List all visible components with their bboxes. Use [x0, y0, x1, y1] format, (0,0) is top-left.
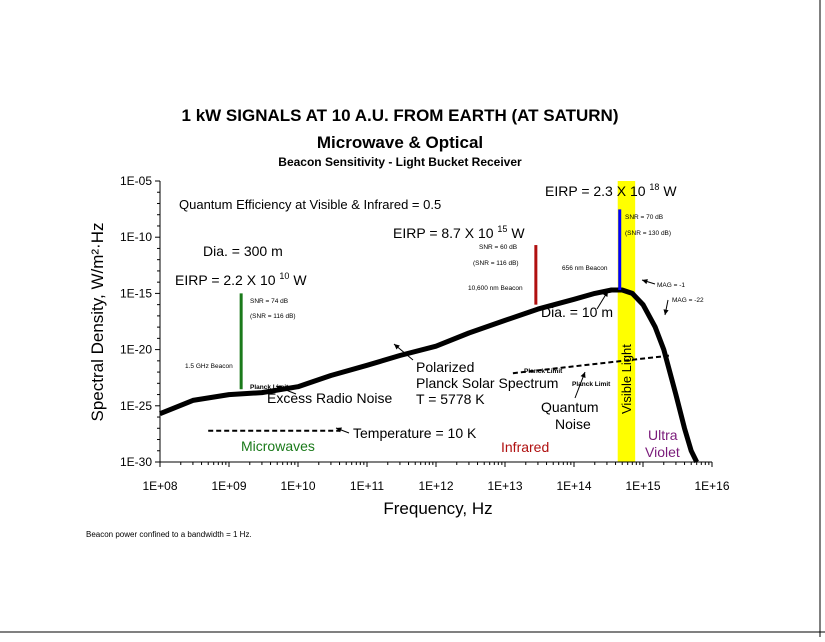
ultra-label: Ultra	[648, 427, 678, 443]
x-tick-label: 1E+10	[280, 479, 315, 493]
quantum-noise-label-1: Quantum	[541, 399, 599, 415]
polarized-label: Polarized	[416, 359, 474, 375]
y-tick-label: 1E-05	[120, 174, 152, 188]
dia-300-label: Dia. = 300 m	[203, 243, 283, 259]
x-tick-label: 1E+08	[142, 479, 177, 493]
eirp-label-2: EIRP = 8.7 X 10 15 W	[393, 224, 525, 241]
beacon-label-1: 1.5 GHz Beacon	[185, 363, 233, 370]
arrow-excess-radio-head	[276, 385, 282, 391]
temperature-t-label: T = 5778 K	[416, 391, 485, 407]
snr2-label-2: (SNR = 116 dB)	[473, 260, 519, 267]
x-axis-label: Frequency, Hz	[383, 499, 492, 518]
violet-label: Violet	[645, 444, 680, 460]
y-tick-label: 1E-15	[120, 286, 152, 300]
y-tick-label: 1E-10	[120, 230, 152, 244]
infrared-label: Infrared	[501, 439, 549, 455]
arrow-polarized-head	[394, 344, 400, 350]
planck-limit-label-3: Planck Limit	[572, 381, 611, 388]
footnote: Beacon power confined to a bandwidth = 1…	[86, 530, 252, 539]
x-tick-label: 1E+14	[556, 479, 591, 493]
plot-area: 1E+08 1E+09 1E+10 1E+11 1E+12 1E+13 1E+14 1E+15…	[120, 174, 730, 493]
quantum-efficiency-label: Quantum Efficiency at Visible & Infrared…	[179, 197, 441, 212]
x-tick-label: 1E+12	[418, 479, 453, 493]
planck-solar-spectrum-label: Planck Solar Spectrum	[416, 375, 558, 391]
y-axis-label: Spectral Density, W/m²·Hz	[88, 223, 107, 422]
chart-subsubtitle: Beacon Sensitivity - Light Bucket Receiv…	[278, 155, 522, 169]
x-tick-label: 1E+16	[694, 479, 729, 493]
microwaves-label: Microwaves	[241, 438, 315, 454]
arrow-mag-1-head	[642, 279, 648, 285]
planck-limit-label-1: Planck Limit	[250, 384, 289, 391]
arrow-dia-10-head	[603, 291, 608, 297]
eirp-label-1: EIRP = 2.2 X 10 10 W	[175, 271, 307, 288]
mag-1-label: MAG = -1	[657, 282, 685, 289]
dia-10-label: Dia. = 10 m	[541, 304, 613, 320]
chart-subtitle: Microwave & Optical	[317, 133, 483, 152]
excess-radio-noise-label: Excess Radio Noise	[267, 390, 392, 406]
x-tick-label: 1E+15	[625, 479, 660, 493]
beacon-label-3: 656 nm Beacon	[562, 265, 608, 272]
beacon-label-2: 10,600 nm Beacon	[468, 285, 523, 292]
snr-label-2: SNR = 60 dB	[479, 244, 517, 251]
planck-limit-label-2: Planck Limit	[524, 368, 563, 375]
snr-label-3: SNR = 70 dB	[625, 214, 663, 221]
eirp-label-3: EIRP = 2.3 X 10 18 W	[545, 182, 677, 199]
mag-22-label: MAG = -22	[672, 297, 704, 304]
chart-title: 1 kW SIGNALS AT 10 A.U. FROM EARTH (AT S…	[182, 106, 619, 125]
snr2-label-3: (SNR = 130 dB)	[625, 230, 671, 237]
y-tick-label: 1E-20	[120, 343, 152, 357]
temperature-label: Temperature = 10 K	[353, 425, 477, 441]
visible-light-label: Visible Light	[619, 344, 634, 414]
snr-label-1: SNR = 74 dB	[250, 298, 288, 305]
x-tick-label: 1E+13	[487, 479, 522, 493]
quantum-noise-label-2: Noise	[555, 416, 591, 432]
y-tick-label: 1E-25	[120, 399, 152, 413]
arrow-mag-22-head	[663, 309, 669, 315]
x-tick-label: 1E+11	[350, 479, 384, 493]
series-line-0	[159, 287, 699, 464]
arrow-quantum-noise-head	[580, 372, 586, 378]
x-tick-label: 1E+09	[211, 479, 246, 493]
visible-light-band	[617, 181, 636, 462]
series-line-2	[512, 354, 671, 375]
snr2-label-1: (SNR = 116 dB)	[250, 313, 296, 320]
arrow-temperature-head	[336, 427, 342, 433]
y-tick-label: 1E-30	[120, 455, 152, 469]
